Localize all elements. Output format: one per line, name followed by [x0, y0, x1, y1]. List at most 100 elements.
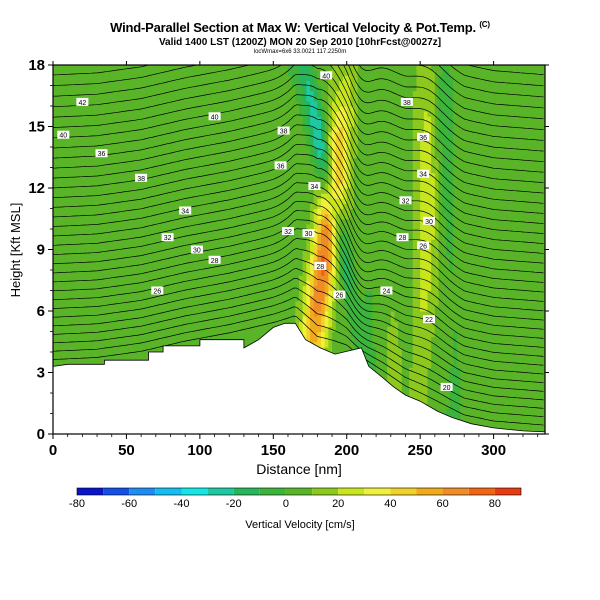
- velocity-cell: [269, 152, 274, 158]
- velocity-cell: [218, 290, 223, 297]
- velocity-cell: [225, 157, 230, 163]
- velocity-cell: [126, 280, 131, 286]
- velocity-cell: [115, 341, 120, 348]
- velocity-cell: [254, 331, 260, 338]
- velocity-cell: [137, 254, 142, 261]
- velocity-cell: [64, 264, 69, 271]
- velocity-cell: [273, 157, 278, 163]
- velocity-cell: [276, 275, 282, 281]
- velocity-cell: [119, 116, 124, 122]
- velocity-cell: [243, 203, 249, 210]
- velocity-cell: [185, 326, 190, 333]
- velocity-cell: [148, 290, 153, 297]
- velocity-cell: [64, 193, 69, 199]
- velocity-cell: [133, 188, 139, 194]
- velocity-cell: [269, 136, 274, 143]
- velocity-cell: [262, 116, 267, 122]
- velocity-cell: [262, 193, 267, 199]
- velocity-cell: [60, 111, 65, 117]
- velocity-cell: [170, 136, 175, 143]
- velocity-cell: [60, 311, 65, 317]
- velocity-cell: [174, 182, 179, 189]
- velocity-cell: [75, 152, 80, 158]
- velocity-cell: [225, 126, 230, 133]
- velocity-cell: [199, 177, 205, 184]
- velocity-cell: [188, 300, 194, 307]
- velocity-cell: [56, 218, 61, 225]
- velocity-cell: [225, 249, 230, 256]
- velocity-cell: [174, 259, 179, 266]
- velocity-cell: [144, 259, 150, 266]
- velocity-cell: [75, 167, 80, 174]
- velocity-cell: [203, 147, 208, 153]
- velocity-cell: [104, 352, 109, 358]
- velocity-cell: [207, 177, 212, 184]
- velocity-cell: [75, 75, 80, 81]
- velocity-cell: [229, 259, 234, 266]
- velocity-cell: [75, 223, 80, 230]
- velocity-cell: [265, 311, 271, 317]
- velocity-cell: [130, 80, 135, 87]
- velocity-cell: [284, 198, 289, 204]
- velocity-cell: [82, 172, 87, 179]
- velocity-cell: [287, 121, 293, 128]
- velocity-cell: [108, 336, 113, 343]
- velocity-cell: [262, 177, 267, 184]
- velocity-cell: [302, 136, 307, 143]
- velocity-cell: [276, 172, 282, 179]
- velocity-cell: [287, 182, 293, 189]
- velocity-cell: [225, 90, 230, 97]
- velocity-cell: [86, 198, 91, 204]
- velocity-cell: [60, 305, 65, 312]
- velocity-cell: [299, 106, 304, 112]
- velocity-cell: [108, 249, 113, 256]
- velocity-cell: [115, 121, 120, 128]
- velocity-cell: [236, 182, 241, 189]
- velocity-cell: [247, 213, 252, 220]
- velocity-cell: [60, 100, 65, 107]
- velocity-cell: [225, 111, 230, 117]
- velocity-cell: [229, 311, 234, 317]
- velocity-cell: [299, 316, 304, 322]
- velocity-cell: [170, 147, 175, 153]
- velocity-cell: [155, 280, 161, 286]
- velocity-cell: [71, 131, 76, 138]
- velocity-cell: [53, 285, 58, 292]
- velocity-cell: [273, 229, 278, 235]
- velocity-cell: [53, 121, 58, 128]
- velocity-cell: [287, 244, 293, 251]
- velocity-cell: [291, 264, 296, 271]
- velocity-cell: [174, 121, 179, 128]
- velocity-cell: [258, 152, 263, 158]
- velocity-cell: [100, 203, 105, 210]
- velocity-cell: [192, 254, 197, 261]
- velocity-cell: [251, 100, 256, 107]
- velocity-cell: [251, 223, 256, 230]
- velocity-cell: [229, 244, 234, 251]
- velocity-cell: [60, 244, 65, 251]
- velocity-cell: [82, 116, 87, 122]
- velocity-cell: [148, 193, 153, 199]
- velocity-cell: [276, 141, 282, 148]
- velocity-cell: [247, 254, 252, 261]
- velocity-cell: [86, 80, 91, 87]
- velocity-cell: [126, 162, 131, 169]
- velocity-cell: [152, 321, 157, 327]
- velocity-cell: [207, 121, 212, 128]
- velocity-cell: [144, 80, 150, 87]
- velocity-cell: [218, 234, 223, 240]
- velocity-cell: [188, 285, 194, 292]
- velocity-cell: [254, 295, 260, 302]
- velocity-cell: [199, 116, 205, 122]
- velocity-cell: [276, 147, 282, 153]
- velocity-cell: [166, 300, 172, 307]
- velocity-cell: [225, 95, 230, 102]
- velocity-cell: [100, 106, 105, 112]
- velocity-cell: [170, 85, 175, 92]
- velocity-cell: [148, 65, 153, 71]
- velocity-cell: [166, 95, 172, 102]
- velocity-cell: [141, 275, 146, 281]
- velocity-cell: [97, 239, 102, 245]
- velocity-cell: [236, 280, 241, 286]
- velocity-cell: [130, 131, 135, 138]
